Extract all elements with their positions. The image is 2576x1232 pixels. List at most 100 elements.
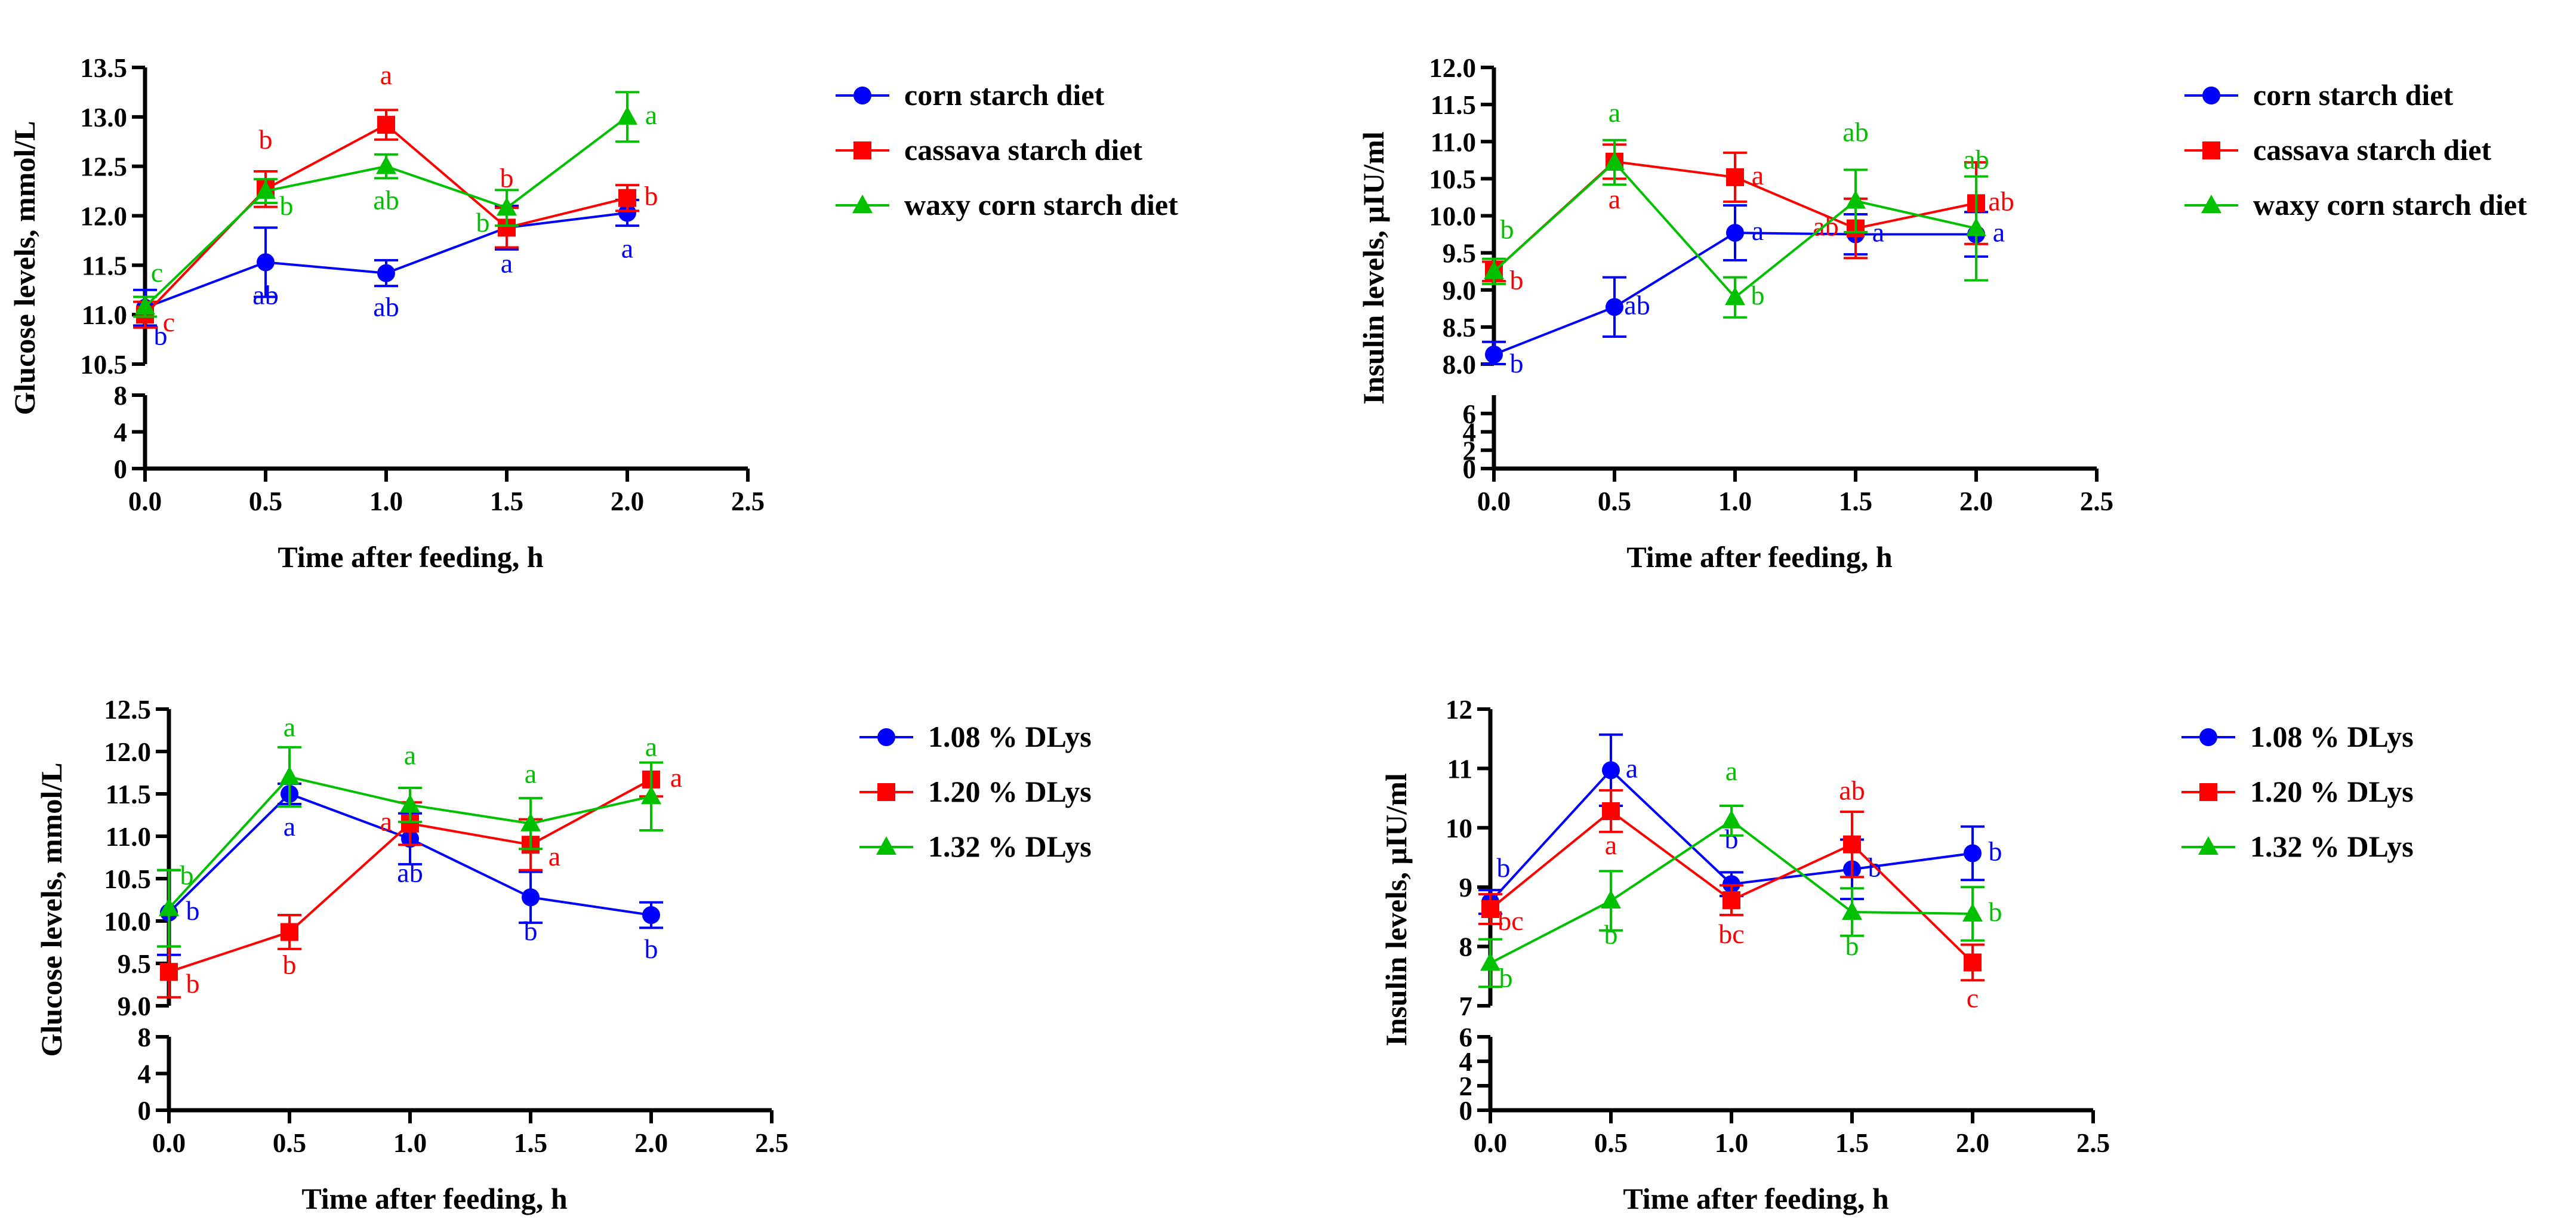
data-point bbox=[1604, 152, 1625, 171]
y-tick-label: 6 bbox=[1463, 399, 1477, 429]
y-tick-label: 11.5 bbox=[1431, 90, 1476, 120]
y-tick-label: 12.0 bbox=[104, 737, 151, 767]
significance-letter: a bbox=[284, 712, 295, 743]
legend-label: 1.32 % DLys bbox=[928, 830, 1092, 863]
y-tick-label: 6 bbox=[1459, 1022, 1473, 1052]
data-point bbox=[497, 197, 517, 216]
y-tick-label: 2 bbox=[1463, 436, 1477, 466]
y-tick-label: 0 bbox=[114, 454, 128, 484]
legend-item: waxy corn starch diet bbox=[2184, 188, 2527, 221]
x-tick-label: 1.0 bbox=[1715, 1128, 1748, 1158]
significance-letter: a bbox=[404, 740, 416, 770]
data-point bbox=[1484, 260, 1504, 279]
data-point bbox=[1962, 903, 1983, 922]
significance-letter: a bbox=[621, 233, 633, 264]
x-axis-title: Time after feeding, h bbox=[1623, 1182, 1889, 1215]
significance-letter: b bbox=[259, 124, 273, 155]
significance-letter: a bbox=[1752, 215, 1764, 246]
y-tick-label: 0 bbox=[1463, 454, 1477, 484]
data-point bbox=[159, 897, 179, 916]
x-tick-label: 0.0 bbox=[1477, 486, 1511, 516]
significance-letter: b bbox=[154, 321, 168, 351]
chart-panel-top-left: 10.5 11.0 11.5 12.0 12.5 13.0 13.5 0 4 8 0.0 0.5 1.0… bbox=[8, 53, 1178, 574]
data-point bbox=[641, 786, 661, 805]
x-axis-title: Time after feeding, h bbox=[278, 540, 544, 574]
data-point bbox=[1606, 298, 1623, 316]
significance-letter: b bbox=[1604, 919, 1618, 950]
data-point bbox=[1723, 891, 1740, 910]
significance-letter: a bbox=[525, 759, 537, 789]
significance-letter: c bbox=[163, 307, 175, 337]
significance-letter: ab bbox=[373, 185, 399, 215]
legend-marker bbox=[853, 141, 871, 159]
significance-letter: ab bbox=[1963, 144, 1989, 175]
y-tick-label: 4 bbox=[1459, 1047, 1473, 1077]
significance-letter: b bbox=[524, 916, 538, 946]
significance-letter: b bbox=[186, 968, 200, 999]
data-point bbox=[1966, 217, 1986, 236]
legend-item: corn starch diet bbox=[2184, 78, 2453, 112]
y-tick-label: 10.5 bbox=[1429, 164, 1476, 194]
significance-letter: a bbox=[1993, 217, 2005, 248]
data-point bbox=[1601, 890, 1621, 909]
y-tick-label: 2 bbox=[1459, 1071, 1473, 1101]
significance-letter: a bbox=[1609, 184, 1620, 214]
significance-letter: b bbox=[1510, 265, 1524, 295]
significance-letter: ab bbox=[397, 857, 423, 888]
data-point bbox=[1726, 168, 1744, 186]
y-axis-title: Insulin levels, μIU/ml bbox=[1357, 131, 1390, 405]
y-tick-label: 12 bbox=[1446, 695, 1472, 725]
data-point bbox=[1964, 953, 1982, 972]
series-1-32-dlys: b a a a a bbox=[157, 712, 663, 948]
data-point bbox=[377, 264, 395, 282]
significance-letter: a bbox=[670, 762, 682, 793]
x-tick-label: 0.5 bbox=[249, 486, 282, 516]
data-point bbox=[400, 794, 420, 813]
y-tick-label: 4 bbox=[138, 1059, 152, 1089]
x-tick-label: 2.0 bbox=[1956, 1128, 1989, 1158]
significance-letter: b bbox=[283, 949, 297, 980]
significance-letter: a bbox=[1752, 160, 1764, 190]
x-tick-label: 0.5 bbox=[1598, 486, 1631, 516]
significance-letter: bc bbox=[1718, 919, 1744, 949]
significance-letter: a bbox=[1725, 756, 1737, 786]
legend-label: corn starch diet bbox=[904, 78, 1104, 112]
y-tick-label: 9.0 bbox=[1443, 276, 1476, 306]
legend-marker bbox=[877, 783, 895, 801]
legend-label: cassava starch diet bbox=[904, 133, 1142, 167]
legend-item: corn starch diet bbox=[836, 78, 1104, 112]
legend-marker bbox=[2202, 141, 2220, 159]
significance-letter: a bbox=[1626, 753, 1638, 783]
chart-panel-bottom-left: 9.0 9.5 10.0 10.5 11.0 11.5 12.0 12.5 0 4 8 0.0 0.5 1… bbox=[35, 695, 1092, 1215]
legend-item: 1.08 % DLys bbox=[859, 720, 1092, 753]
x-tick-label: 1.0 bbox=[1718, 486, 1752, 516]
y-axis-title: Glucose levels, mmol/L bbox=[8, 121, 41, 415]
data-point bbox=[160, 963, 178, 981]
y-axis-title: Glucose levels, mmol/L bbox=[35, 763, 68, 1057]
y-tick-label: 11.0 bbox=[106, 822, 151, 852]
data-point bbox=[1480, 952, 1500, 971]
legend-label: 1.08 % DLys bbox=[928, 720, 1092, 753]
significance-letter: b bbox=[1500, 214, 1514, 245]
significance-letter: bc bbox=[1497, 905, 1523, 936]
data-point bbox=[1602, 802, 1620, 820]
significance-letter: b bbox=[1499, 962, 1513, 993]
significance-letter: a bbox=[1605, 830, 1617, 860]
legend-label: 1.32 % DLys bbox=[2250, 830, 2414, 863]
significance-letter: c bbox=[1967, 982, 1979, 1013]
y-tick-label: 9 bbox=[1459, 873, 1473, 903]
x-tick-label: 0.5 bbox=[273, 1128, 306, 1158]
legend-marker bbox=[2202, 87, 2220, 104]
data-point bbox=[377, 116, 395, 134]
data-point bbox=[135, 295, 155, 315]
significance-letter: b bbox=[645, 934, 658, 964]
data-point bbox=[520, 812, 541, 831]
y-tick-label: 8 bbox=[138, 1022, 152, 1052]
data-point bbox=[1481, 900, 1499, 918]
x-tick-label: 0.5 bbox=[1594, 1128, 1628, 1158]
x-tick-label: 1.0 bbox=[369, 486, 403, 516]
data-point bbox=[281, 923, 298, 941]
